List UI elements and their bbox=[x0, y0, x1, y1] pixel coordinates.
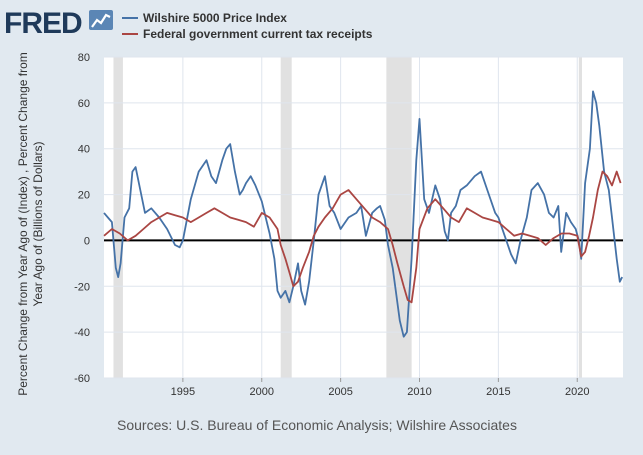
y-tick-label: 40 bbox=[78, 144, 90, 156]
y-axis-label-line-2: Year Ago of (Billions of Dollars) bbox=[31, 142, 45, 307]
y-tick-label: -40 bbox=[74, 327, 90, 339]
fred-logo[interactable]: FRED bbox=[4, 7, 113, 40]
fred-logo-text: FRED bbox=[4, 7, 82, 40]
y-axis-ticks: -60 -40 -20 0 20 40 60 80 bbox=[74, 52, 90, 385]
recession-band bbox=[113, 57, 123, 378]
x-tick-label: 2000 bbox=[250, 386, 274, 398]
legend-label-wilshire: Wilshire 5000 Price Index bbox=[143, 11, 287, 25]
y-tick-label: 20 bbox=[78, 190, 90, 202]
y-tick-label: 60 bbox=[78, 98, 90, 110]
y-axis-label: Percent Change from Year Ago of (Index) … bbox=[16, 52, 45, 396]
y-axis-label-line-1: Percent Change from Year Ago of (Index) … bbox=[16, 52, 30, 396]
x-tick-label: 2005 bbox=[328, 386, 352, 398]
y-tick-label: 80 bbox=[78, 52, 90, 64]
series-line-tax-receipts bbox=[103, 170, 622, 304]
recession-band bbox=[280, 57, 292, 378]
x-tick-label: 2010 bbox=[407, 386, 431, 398]
legend-label-tax-receipts: Federal government current tax receipts bbox=[143, 27, 373, 41]
x-axis-ticks: 1995 2000 2005 2010 2015 2020 bbox=[171, 378, 589, 398]
y-tick-label: -20 bbox=[74, 281, 90, 293]
legend: Wilshire 5000 Price Index Federal govern… bbox=[122, 11, 373, 41]
x-tick-label: 2020 bbox=[565, 386, 589, 398]
recession-band bbox=[578, 57, 582, 378]
fred-logo-chart-icon bbox=[89, 10, 113, 30]
series-lines bbox=[103, 90, 623, 338]
y-tick-label: -60 bbox=[74, 373, 90, 385]
x-tick-label: 1995 bbox=[171, 386, 195, 398]
series-line-wilshire bbox=[103, 90, 623, 338]
x-tick-label: 2015 bbox=[486, 386, 510, 398]
sources-note: Sources: U.S. Bureau of Economic Analysi… bbox=[117, 417, 517, 433]
y-tick-label: 0 bbox=[84, 235, 90, 247]
recession-shading bbox=[113, 57, 582, 378]
